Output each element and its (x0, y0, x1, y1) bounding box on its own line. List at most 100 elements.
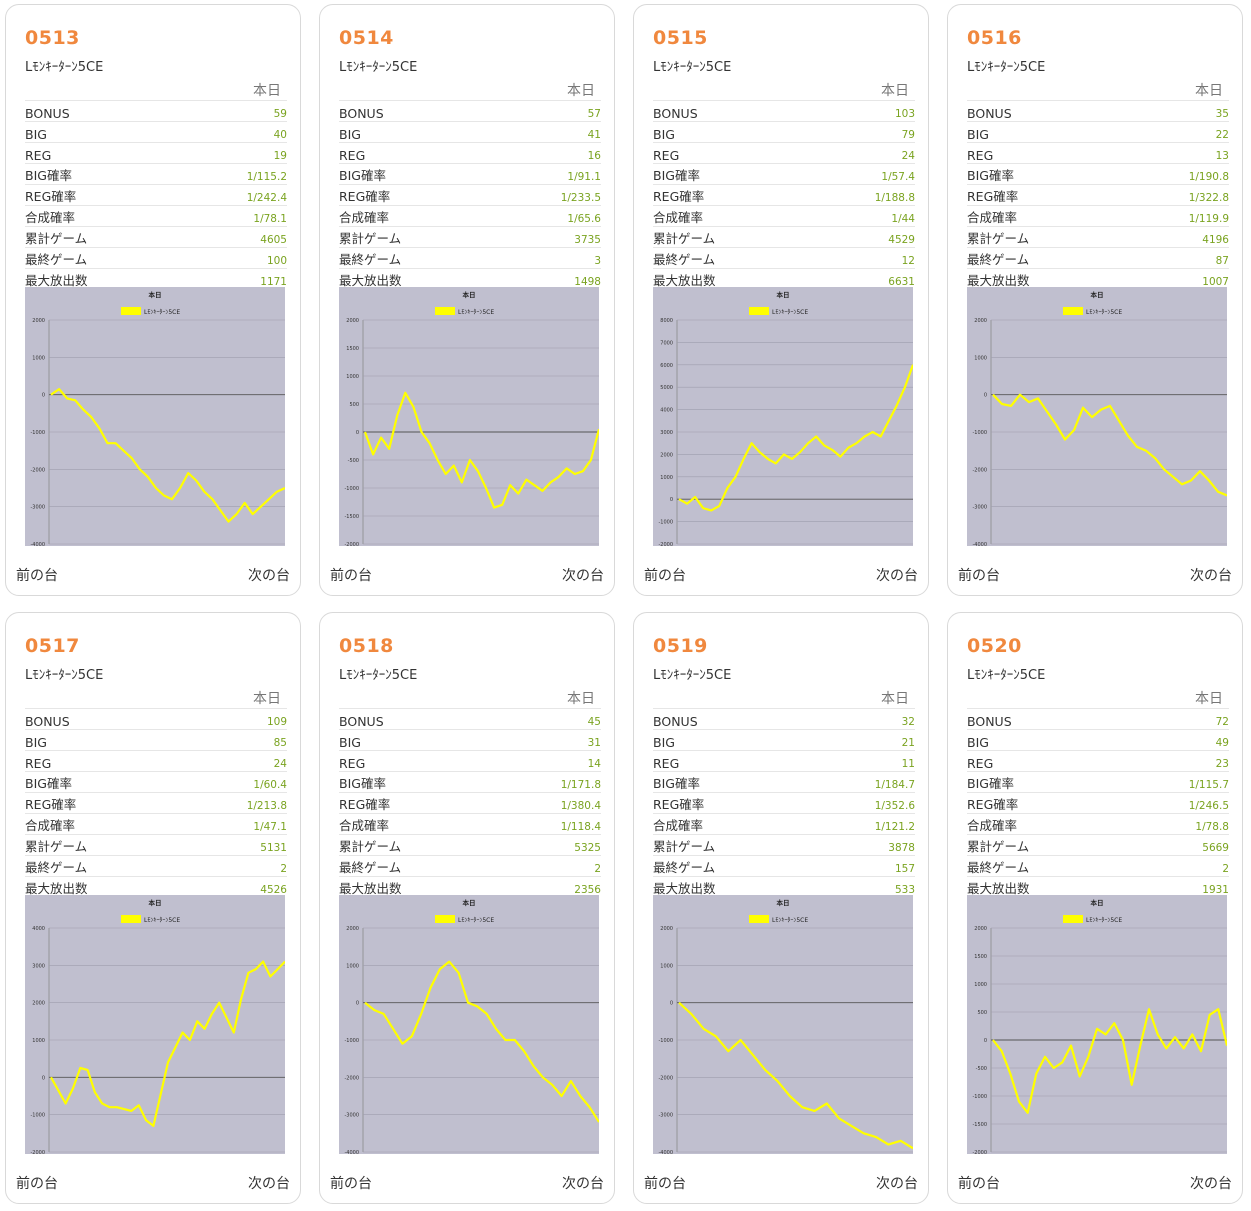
legend-label: Lﾓﾝｷｰﾀｰﾝ5CE (458, 309, 494, 316)
y-tick-label: 4000 (660, 408, 673, 414)
stat-value: 100 (184, 247, 287, 269)
machine-number[interactable]: 0513 (25, 27, 80, 49)
y-tick-label: -1000 (30, 1113, 45, 1119)
stat-label: REG (339, 142, 499, 164)
prev-machine-link[interactable]: 前の台 (330, 1176, 372, 1192)
y-tick-label: 0 (984, 393, 987, 399)
stats-row: BIG 21 (653, 729, 915, 751)
next-machine-link[interactable]: 次の台 (562, 568, 604, 584)
stats-row: 合成確率 1/44 (653, 205, 915, 227)
next-machine-link[interactable]: 次の台 (248, 1176, 290, 1192)
slump-chart: 本日 Lﾓﾝｷｰﾀｰﾝ5CE 2000 1000 0 -1000 -2000 -3000 -40… (653, 895, 913, 1154)
stat-value: 1171 (184, 268, 287, 289)
stats-row: 最大放出数 1007 (967, 268, 1229, 289)
y-tick-label: 3000 (660, 430, 673, 436)
y-tick-label: -4000 (30, 542, 45, 546)
prev-machine-link[interactable]: 前の台 (330, 568, 372, 584)
stat-label: REG確率 (967, 792, 1127, 814)
stat-label: 最大放出数 (25, 268, 185, 289)
stat-value: 1/65.6 (498, 205, 601, 227)
machine-number[interactable]: 0515 (653, 27, 708, 49)
stat-label: REG (25, 750, 185, 772)
stats-row: 累計ゲーム 3878 (653, 834, 915, 856)
y-tick-label: 2000 (346, 318, 359, 324)
next-machine-link[interactable]: 次の台 (1190, 1176, 1232, 1192)
stat-label: BIG (967, 121, 1127, 143)
stat-label: 累計ゲーム (25, 226, 185, 248)
stat-label: REG確率 (339, 792, 499, 814)
stat-label: BIG確率 (25, 163, 185, 185)
next-machine-link[interactable]: 次の台 (876, 1176, 918, 1192)
today-header: 本日 (881, 83, 909, 99)
stat-label: REG確率 (339, 184, 499, 206)
stat-label: BONUS (339, 708, 499, 730)
y-tick-label: 1000 (346, 963, 359, 969)
stat-label: 最終ゲーム (339, 247, 499, 269)
y-tick-label: 5000 (660, 385, 673, 391)
stat-label: 合成確率 (25, 813, 185, 835)
series-line (992, 1008, 1227, 1114)
machine-card-0518: 0518 Lﾓﾝｷｰﾀｰﾝ5CE 本日 BONUS 45 BIG 31 REG 14 BIG確率 1… (319, 612, 615, 1204)
next-machine-link[interactable]: 次の台 (248, 568, 290, 584)
y-tick-label: 0 (984, 1038, 987, 1044)
machine-number[interactable]: 0517 (25, 635, 80, 657)
next-machine-link[interactable]: 次の台 (1190, 568, 1232, 584)
machine-number[interactable]: 0519 (653, 635, 708, 657)
stat-label: REG (653, 750, 813, 772)
stat-value: 6631 (812, 268, 915, 289)
stat-label: BIG確率 (25, 771, 185, 793)
stats-row: BIG 85 (25, 729, 287, 751)
y-tick-label: -3000 (972, 505, 987, 511)
y-tick-label: 7000 (660, 340, 673, 346)
slump-chart-svg: 本日 Lﾓﾝｷｰﾀｰﾝ5CE 4000 3000 2000 1000 0 -1000 -2000 (30, 898, 285, 1154)
stat-label: 最終ゲーム (339, 855, 499, 877)
machine-number[interactable]: 0518 (339, 635, 394, 657)
legend-swatch (1063, 915, 1083, 923)
y-tick-label: 0 (356, 1001, 359, 1007)
prev-machine-link[interactable]: 前の台 (16, 1176, 58, 1192)
prev-machine-link[interactable]: 前の台 (958, 568, 1000, 584)
stat-value: 57 (498, 100, 601, 122)
stat-label: 合成確率 (967, 205, 1127, 227)
stat-label: BIG確率 (653, 771, 813, 793)
legend-label: Lﾓﾝｷｰﾀｰﾝ5CE (1086, 917, 1122, 924)
prev-machine-link[interactable]: 前の台 (644, 1176, 686, 1192)
stat-label: BIG確率 (967, 771, 1127, 793)
y-tick-label: 1000 (974, 355, 987, 361)
stat-label: BIG確率 (967, 163, 1127, 185)
stat-label: BONUS (25, 100, 185, 122)
stat-value: 5669 (1126, 834, 1229, 856)
machine-number[interactable]: 0514 (339, 27, 394, 49)
stat-label: REG確率 (653, 792, 813, 814)
stat-value: 59 (184, 100, 287, 122)
machine-number[interactable]: 0516 (967, 27, 1022, 49)
y-tick-label: -1000 (972, 1094, 987, 1100)
stats-row: 累計ゲーム 5131 (25, 834, 287, 856)
prev-machine-link[interactable]: 前の台 (958, 1176, 1000, 1192)
stats-row: BONUS 109 (25, 708, 287, 730)
prev-machine-link[interactable]: 前の台 (16, 568, 58, 584)
stats-row: BIG確率 1/190.8 (967, 163, 1229, 185)
stat-value: 35 (1126, 100, 1229, 122)
machine-number[interactable]: 0520 (967, 635, 1022, 657)
stats-row: BONUS 72 (967, 708, 1229, 730)
y-tick-label: -2000 (344, 542, 359, 546)
stat-label: REG (967, 750, 1127, 772)
stat-label: 最大放出数 (339, 876, 499, 897)
legend-swatch (749, 915, 769, 923)
machine-model: Lﾓﾝｷｰﾀｰﾝ5CE (967, 668, 1046, 683)
stats-table: BONUS 103 BIG 79 REG 24 BIG確率 1/57.4 REG確率 1/188.… (653, 100, 915, 289)
y-tick-label: -2000 (344, 1075, 359, 1081)
legend-label: Lﾓﾝｷｰﾀｰﾝ5CE (144, 309, 180, 316)
next-machine-link[interactable]: 次の台 (876, 568, 918, 584)
machine-card-0516: 0516 Lﾓﾝｷｰﾀｰﾝ5CE 本日 BONUS 35 BIG 22 REG 13 BIG確率 1… (947, 4, 1243, 596)
y-tick-label: 0 (42, 1075, 45, 1081)
next-machine-link[interactable]: 次の台 (562, 1176, 604, 1192)
stat-value: 2 (498, 855, 601, 877)
prev-machine-link[interactable]: 前の台 (644, 568, 686, 584)
stat-value: 1/352.6 (812, 792, 915, 814)
slump-chart: 本日 Lﾓﾝｷｰﾀｰﾝ5CE 2000 1500 1000 500 0 -500 -1000 -1… (339, 287, 599, 546)
today-header: 本日 (253, 691, 281, 707)
stats-table: BONUS 35 BIG 22 REG 13 BIG確率 1/190.8 REG確率 1/322.… (967, 100, 1229, 289)
stat-label: BIG (25, 121, 185, 143)
